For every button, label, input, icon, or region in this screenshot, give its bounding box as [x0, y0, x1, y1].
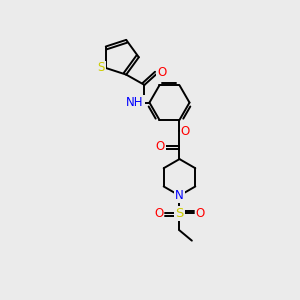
Text: O: O	[181, 124, 190, 138]
Text: N: N	[175, 189, 184, 202]
Text: O: O	[154, 207, 164, 220]
Text: O: O	[157, 66, 166, 79]
Text: O: O	[155, 140, 165, 153]
Text: NH: NH	[126, 96, 144, 109]
Text: S: S	[175, 207, 184, 220]
Text: S: S	[98, 61, 105, 74]
Text: O: O	[196, 207, 205, 220]
